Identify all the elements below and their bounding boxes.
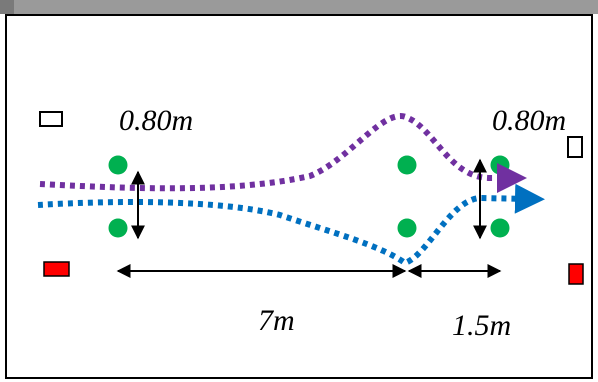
distance-label-main: 7m (258, 304, 295, 337)
white-marker-left (39, 111, 63, 127)
cone-left-top (108, 155, 128, 175)
top-band (0, 0, 598, 14)
blue-path (37, 183, 545, 267)
cone-mid-bottom (397, 218, 417, 238)
top-band-corner (0, 0, 14, 14)
cone-right-top (490, 155, 510, 175)
red-marker-right (568, 263, 584, 285)
red-marker-left (43, 261, 70, 277)
cone-right-bottom (490, 218, 510, 238)
gap-label-right: 0.80m (492, 104, 567, 137)
cone-left-bottom (108, 218, 128, 238)
white-marker-right (567, 136, 583, 158)
distance-label-exit: 1.5m (452, 309, 512, 342)
gap-label-left: 0.80m (119, 104, 194, 137)
cone-mid-top (397, 155, 417, 175)
purple-path (39, 113, 527, 193)
